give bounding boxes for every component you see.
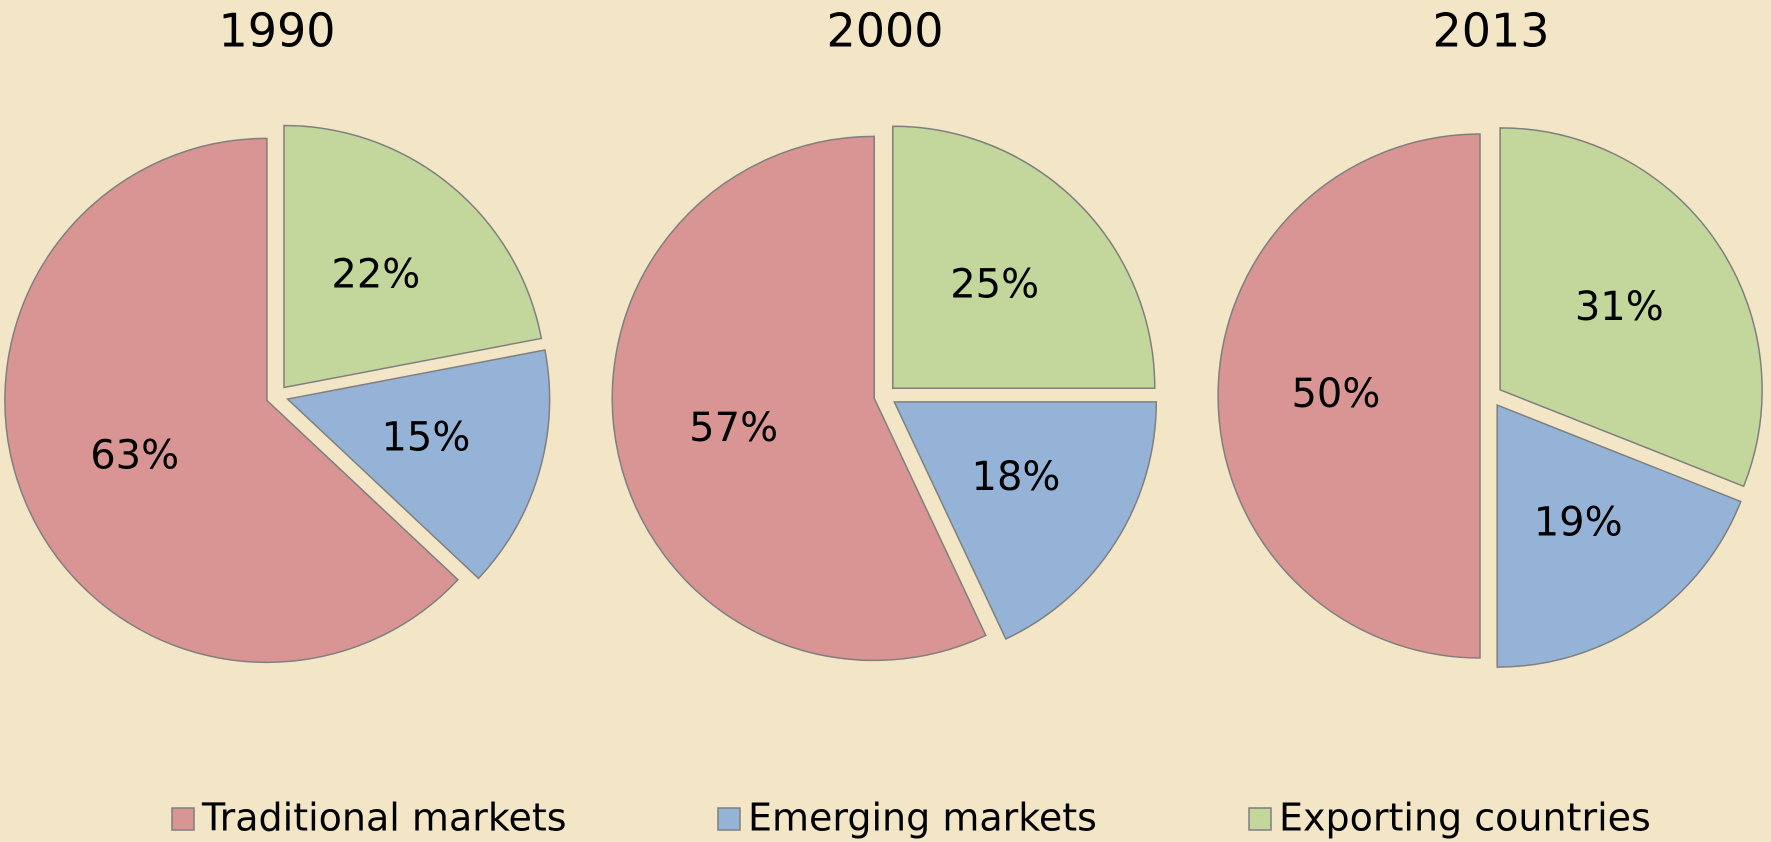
pie-slice bbox=[1217, 133, 1481, 659]
data-label: 50% bbox=[1291, 371, 1380, 417]
legend-label: Traditional markets bbox=[201, 796, 567, 840]
pie-slice bbox=[1499, 127, 1763, 488]
pie-slice bbox=[611, 135, 987, 662]
legend-label: Emerging markets bbox=[748, 796, 1097, 840]
pie-slice bbox=[4, 137, 459, 664]
chart-title: 1990 bbox=[218, 4, 335, 58]
pie-slice bbox=[283, 124, 543, 389]
legend-label: Exporting countries bbox=[1279, 796, 1651, 840]
data-label: 63% bbox=[90, 433, 179, 479]
data-label: 19% bbox=[1534, 499, 1623, 545]
chart-title: 2013 bbox=[1432, 4, 1549, 58]
data-label: 57% bbox=[689, 405, 778, 451]
data-label: 18% bbox=[972, 454, 1061, 500]
chart-title: 2000 bbox=[826, 4, 943, 58]
data-label: 25% bbox=[950, 261, 1039, 307]
legend-swatch bbox=[717, 807, 741, 831]
pie-slice bbox=[892, 125, 1156, 389]
data-label: 31% bbox=[1575, 284, 1664, 330]
pie-slice bbox=[1496, 403, 1742, 668]
pie-slice bbox=[285, 349, 551, 580]
legend-swatch bbox=[1248, 807, 1272, 831]
legend-swatch bbox=[171, 807, 195, 831]
data-label: 22% bbox=[331, 251, 420, 297]
pie-slice bbox=[893, 401, 1158, 640]
data-label: 15% bbox=[381, 414, 470, 460]
